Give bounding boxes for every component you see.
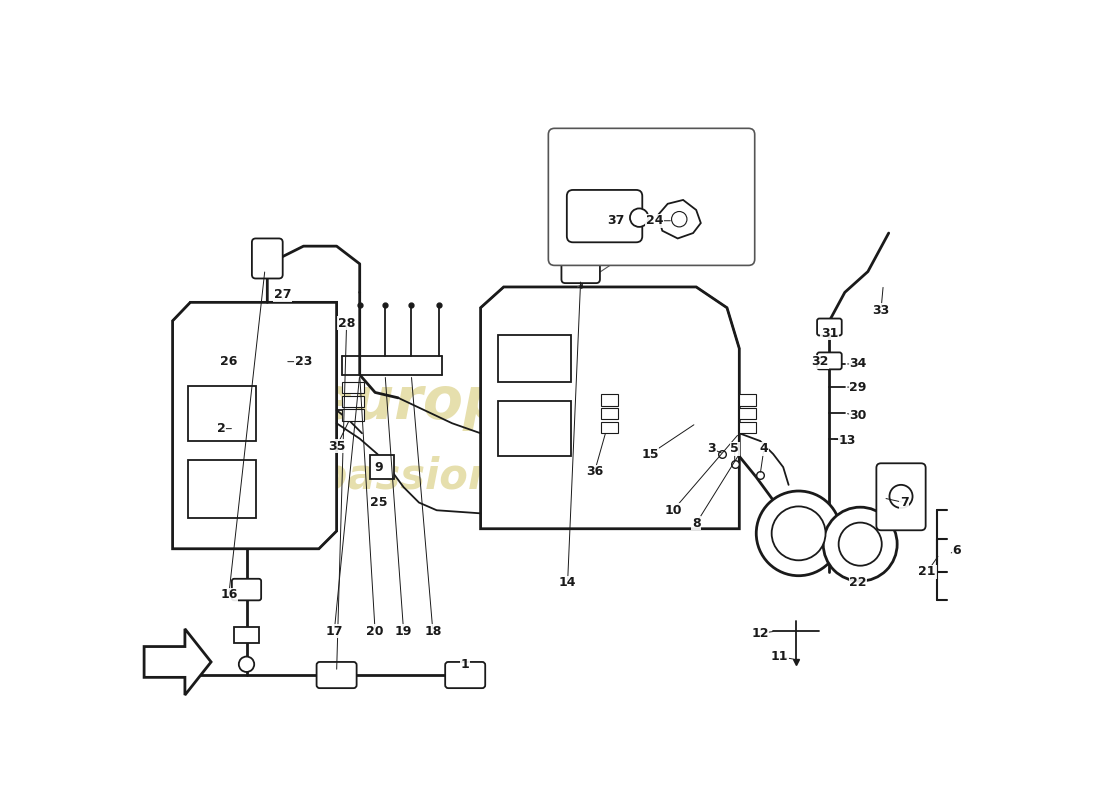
Circle shape <box>772 506 825 560</box>
Circle shape <box>671 211 686 227</box>
Text: 26: 26 <box>220 355 238 368</box>
Text: 5: 5 <box>730 442 739 455</box>
Text: europ: europ <box>314 374 506 431</box>
Circle shape <box>838 522 882 566</box>
Polygon shape <box>144 629 211 695</box>
FancyBboxPatch shape <box>566 190 642 242</box>
Bar <box>601 394 618 406</box>
FancyBboxPatch shape <box>561 235 600 283</box>
Text: 30: 30 <box>849 409 867 422</box>
Text: 2: 2 <box>217 422 226 435</box>
FancyBboxPatch shape <box>252 238 283 278</box>
Circle shape <box>823 507 898 581</box>
Text: 27: 27 <box>274 288 292 301</box>
Text: 24: 24 <box>646 214 663 227</box>
Circle shape <box>630 209 649 227</box>
Text: 9: 9 <box>375 461 383 474</box>
Text: 6: 6 <box>953 544 960 557</box>
Text: 36: 36 <box>586 466 603 478</box>
FancyBboxPatch shape <box>232 578 261 600</box>
Circle shape <box>239 657 254 672</box>
Bar <box>601 408 618 419</box>
Text: 4: 4 <box>760 442 768 455</box>
Text: 32: 32 <box>811 355 828 368</box>
FancyBboxPatch shape <box>817 318 842 335</box>
Text: 1: 1 <box>461 658 470 670</box>
FancyBboxPatch shape <box>817 353 842 370</box>
Text: 19: 19 <box>395 625 412 638</box>
Text: 29: 29 <box>849 381 867 394</box>
FancyBboxPatch shape <box>446 662 485 688</box>
Text: 28: 28 <box>338 317 355 330</box>
Bar <box>739 394 757 406</box>
Bar <box>188 460 255 518</box>
Text: 25: 25 <box>371 496 387 509</box>
Text: 8: 8 <box>692 517 701 530</box>
Bar <box>234 627 258 642</box>
Polygon shape <box>658 200 701 238</box>
Text: 37: 37 <box>607 214 625 227</box>
Text: 15: 15 <box>641 447 659 461</box>
Text: 20: 20 <box>366 625 384 638</box>
Text: 12: 12 <box>751 627 769 640</box>
Text: 18: 18 <box>425 625 441 638</box>
Bar <box>739 422 757 434</box>
Bar <box>342 382 363 394</box>
Text: 17: 17 <box>326 625 343 638</box>
FancyBboxPatch shape <box>548 128 755 266</box>
Text: 13: 13 <box>838 434 856 447</box>
Text: 7: 7 <box>900 496 909 509</box>
Text: 23: 23 <box>295 355 312 368</box>
Text: 34: 34 <box>849 358 867 370</box>
Circle shape <box>890 485 913 508</box>
Text: 33: 33 <box>872 303 890 317</box>
FancyBboxPatch shape <box>877 463 926 530</box>
Text: 11: 11 <box>771 650 788 663</box>
Text: 22: 22 <box>849 576 867 589</box>
Bar <box>498 334 572 382</box>
Text: 31: 31 <box>821 326 838 340</box>
Text: 21: 21 <box>918 566 936 578</box>
Bar <box>601 422 618 434</box>
Bar <box>370 455 395 479</box>
Text: 35: 35 <box>328 440 345 453</box>
FancyBboxPatch shape <box>317 662 356 688</box>
Bar <box>739 408 757 419</box>
Text: 10: 10 <box>664 504 682 517</box>
Bar <box>342 395 363 407</box>
Circle shape <box>757 491 842 576</box>
Polygon shape <box>481 287 739 529</box>
Text: 3: 3 <box>707 442 716 455</box>
Bar <box>342 410 363 421</box>
Bar <box>188 386 255 441</box>
Polygon shape <box>173 302 337 549</box>
Text: 16: 16 <box>220 589 238 602</box>
Text: a passion: a passion <box>275 456 498 498</box>
Text: 14: 14 <box>559 576 576 589</box>
Bar <box>498 401 572 456</box>
